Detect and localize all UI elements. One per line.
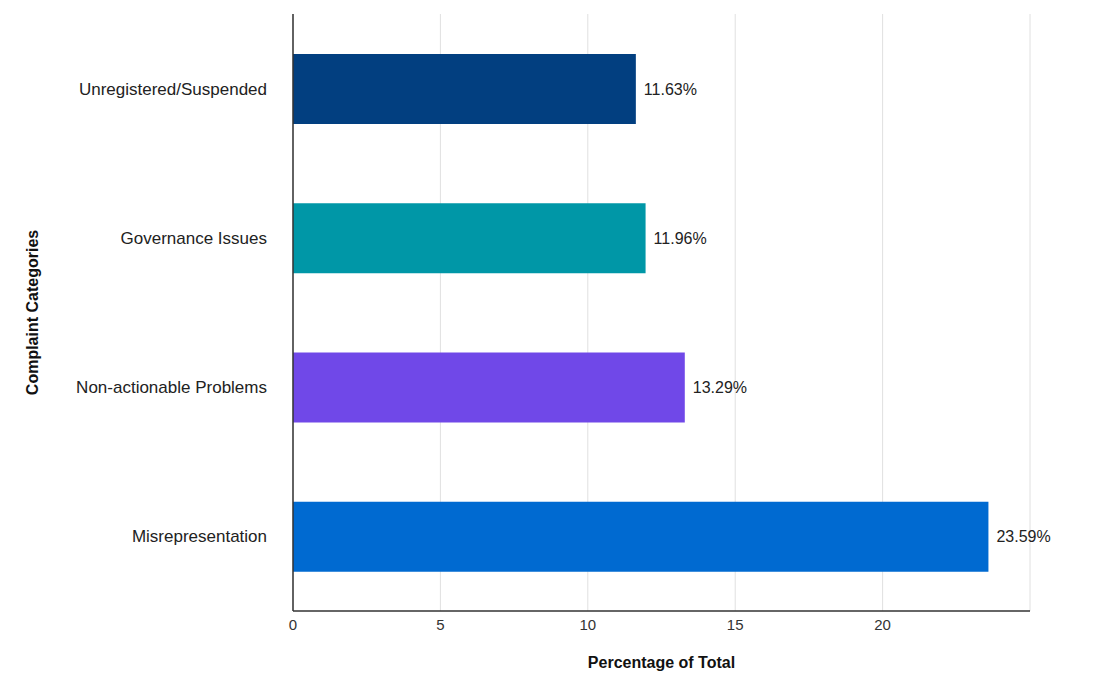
- svg-text:11.63%: 11.63%: [644, 81, 697, 98]
- svg-text:Percentage of Total: Percentage of Total: [588, 654, 735, 671]
- svg-text:Unregistered/Suspended: Unregistered/Suspended: [79, 80, 267, 99]
- svg-text:23.59%: 23.59%: [996, 528, 1050, 545]
- svg-text:11.96%: 11.96%: [654, 230, 707, 247]
- svg-text:Complaint Categories: Complaint Categories: [24, 230, 41, 395]
- svg-text:10: 10: [579, 616, 596, 633]
- svg-text:Misrepresentation: Misrepresentation: [132, 527, 267, 546]
- svg-text:13.29%: 13.29%: [693, 379, 747, 396]
- svg-text:Non-actionable Problems: Non-actionable Problems: [76, 378, 267, 397]
- svg-text:Governance Issues: Governance Issues: [121, 229, 267, 248]
- svg-text:0: 0: [289, 616, 297, 633]
- svg-text:15: 15: [727, 616, 744, 633]
- svg-text:20: 20: [874, 616, 891, 633]
- svg-text:5: 5: [436, 616, 444, 633]
